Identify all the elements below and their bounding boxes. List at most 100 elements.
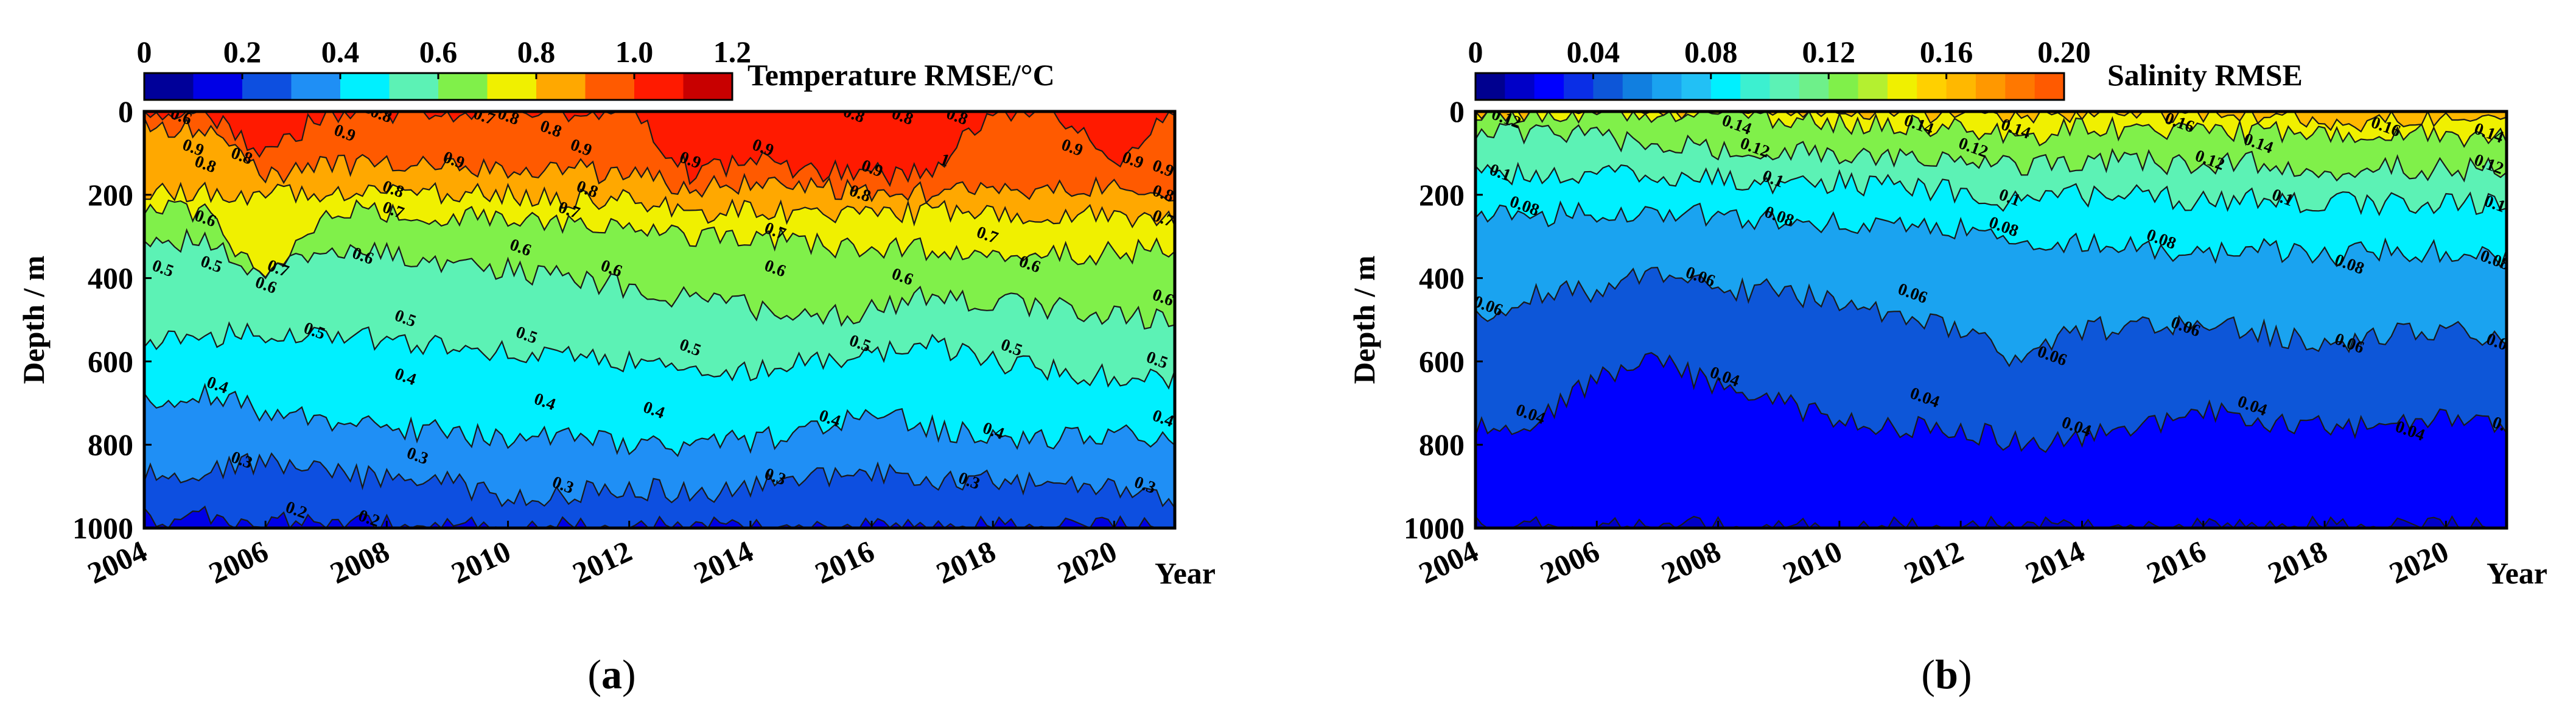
colorbar-tick-label: 0.20 bbox=[2037, 35, 2091, 69]
colorbar-swatch bbox=[1534, 73, 1564, 100]
contour-line-0.04 bbox=[1475, 352, 2507, 453]
colorbar-tick-label: 0.6 bbox=[419, 35, 458, 69]
y-tick-label: 200 bbox=[1419, 178, 1465, 212]
colorbar-tick-label: 0.2 bbox=[223, 35, 262, 69]
contour-lines-salinity bbox=[1475, 111, 2507, 528]
panel-label-letter-a: a bbox=[601, 651, 622, 697]
colorbar-swatch bbox=[1887, 73, 1917, 100]
colorbar-swatch bbox=[1917, 73, 1947, 100]
x-tick-label: 2008 bbox=[1656, 534, 1726, 590]
panel-label-paren-close: ) bbox=[1958, 651, 1972, 697]
colorbar-swatch bbox=[1858, 73, 1888, 100]
colorbar-swatch bbox=[291, 73, 341, 100]
plot-area-temperature bbox=[144, 111, 1175, 528]
colorbar-tick-label: 0.16 bbox=[1920, 35, 1973, 69]
x-tick-label: 2014 bbox=[688, 534, 758, 590]
colorbar-swatch bbox=[1769, 73, 1800, 100]
y-axis-title-salinity: Depth / m bbox=[1347, 255, 1381, 384]
colorbar-swatch bbox=[585, 73, 635, 100]
contour-line-0.3 bbox=[144, 452, 1175, 509]
colorbar-swatch bbox=[1681, 73, 1712, 100]
colorbar-swatch bbox=[536, 73, 586, 100]
x-tick-label: 2020 bbox=[2384, 534, 2454, 590]
colorbar-tick-label: 1.2 bbox=[713, 35, 752, 69]
colorbar-swatch bbox=[1622, 73, 1653, 100]
colorbar-title-salinity: Salinity RMSE bbox=[2107, 58, 2303, 92]
colorbar-salinity bbox=[1474, 72, 2065, 101]
colorbar-swatch bbox=[1710, 73, 1741, 100]
colorbar-swatch bbox=[144, 73, 194, 100]
contour-fill-0.14 bbox=[1475, 111, 2507, 147]
panel-b-salinity: Salinity RMSE 0 0.04 0.08 0.12 0.16 0.20 0.12… bbox=[1347, 35, 2547, 697]
colorbar-swatch bbox=[1975, 73, 2006, 100]
y-tick-label: 600 bbox=[88, 344, 133, 378]
x-tick-label: 2010 bbox=[446, 534, 516, 590]
colorbar-swatch bbox=[487, 73, 537, 100]
panel-a-temperature: Temperature RMSE/°C 0 0.2 0.4 0.6 0.8 1.0 1.2 … bbox=[16, 35, 1216, 697]
x-tick-label: 2018 bbox=[2263, 534, 2332, 590]
contour-line-0.12 bbox=[1475, 122, 2507, 183]
y-tick-label: 0 bbox=[118, 94, 133, 129]
colorbar-temperature bbox=[143, 72, 733, 101]
y-tick-label: 400 bbox=[88, 261, 133, 295]
contour-line-0.6 bbox=[144, 228, 1175, 330]
colorbar-swatch bbox=[193, 73, 243, 100]
colorbar-tick-label: 0 bbox=[137, 35, 152, 69]
panel-label-b: (b) bbox=[1921, 651, 1972, 697]
colorbar-swatch bbox=[340, 73, 390, 100]
contour-line-0.08 bbox=[1475, 200, 2507, 269]
contour-line-0.8 bbox=[144, 182, 1175, 228]
x-tick-label: 2012 bbox=[1899, 534, 1969, 590]
colorbar-tick-label: 0.04 bbox=[1567, 35, 1620, 69]
x-tick-label: 2020 bbox=[1052, 534, 1122, 590]
panel-label-a: (a) bbox=[587, 651, 635, 697]
plot-frame-salinity bbox=[1474, 110, 2508, 530]
contour-line-0.1 bbox=[1475, 161, 2507, 217]
colorbar-swatch bbox=[438, 73, 488, 100]
x-tick-label: 2010 bbox=[1777, 534, 1847, 590]
y-tick-label: 400 bbox=[1419, 261, 1465, 295]
colorbar-frame bbox=[1474, 72, 2065, 101]
colorbar-tick-label: 1.0 bbox=[615, 35, 654, 69]
panel-label-paren-open: ( bbox=[587, 651, 601, 697]
y-tick-label: 800 bbox=[1419, 428, 1465, 462]
plot-area-salinity bbox=[1475, 111, 2507, 528]
colorbar-tick-label: 0.12 bbox=[1802, 35, 1855, 69]
colorbar-tick-label: 0 bbox=[1468, 35, 1483, 69]
contour-line-0.4 bbox=[144, 382, 1175, 457]
x-axis-title-salinity: Year bbox=[2487, 556, 2547, 590]
colorbar-tick-label: 0.8 bbox=[517, 35, 556, 69]
x-tick-label: 2006 bbox=[1535, 534, 1605, 590]
colorbar-swatch bbox=[2034, 73, 2065, 100]
colorbar-swatch bbox=[389, 73, 439, 100]
colorbar-swatch bbox=[683, 73, 733, 100]
contour-line-0.14 bbox=[1475, 111, 2507, 148]
contour-fill-1 bbox=[144, 111, 1175, 186]
x-tick-label: 2006 bbox=[204, 534, 273, 590]
contour-line-1 bbox=[144, 111, 1175, 188]
y-tick-label: 1000 bbox=[72, 511, 133, 545]
contour-line-0.7 bbox=[144, 199, 1175, 279]
colorbar-swatch bbox=[1475, 73, 1505, 100]
contour-line-0.06 bbox=[1475, 266, 2507, 367]
colorbar-swatch bbox=[1652, 73, 1682, 100]
x-tick-label: 2012 bbox=[567, 534, 637, 590]
y-tick-label: 800 bbox=[88, 428, 133, 462]
colorbar-swatch bbox=[1593, 73, 1623, 100]
plot-frame-temperature bbox=[142, 110, 1177, 530]
contour-line-0.5 bbox=[144, 321, 1175, 390]
x-tick-label: 2016 bbox=[2141, 534, 2211, 590]
panel-label-letter-b: b bbox=[1935, 651, 1958, 697]
colorbar-tick-label: 0.4 bbox=[321, 35, 360, 69]
contour-line-0.16 bbox=[1475, 111, 2507, 133]
colorbar-swatch bbox=[1564, 73, 1594, 100]
y-tick-label: 600 bbox=[1419, 344, 1465, 378]
x-tick-label: 2008 bbox=[325, 534, 394, 590]
x-tick-label: 2018 bbox=[931, 534, 1001, 590]
y-tick-label: 1000 bbox=[1404, 511, 1465, 545]
panel-label-paren-close: ) bbox=[622, 651, 636, 697]
colorbar-swatch bbox=[634, 73, 684, 100]
y-tick-label: 200 bbox=[88, 178, 133, 212]
colorbar-swatch bbox=[2005, 73, 2035, 100]
